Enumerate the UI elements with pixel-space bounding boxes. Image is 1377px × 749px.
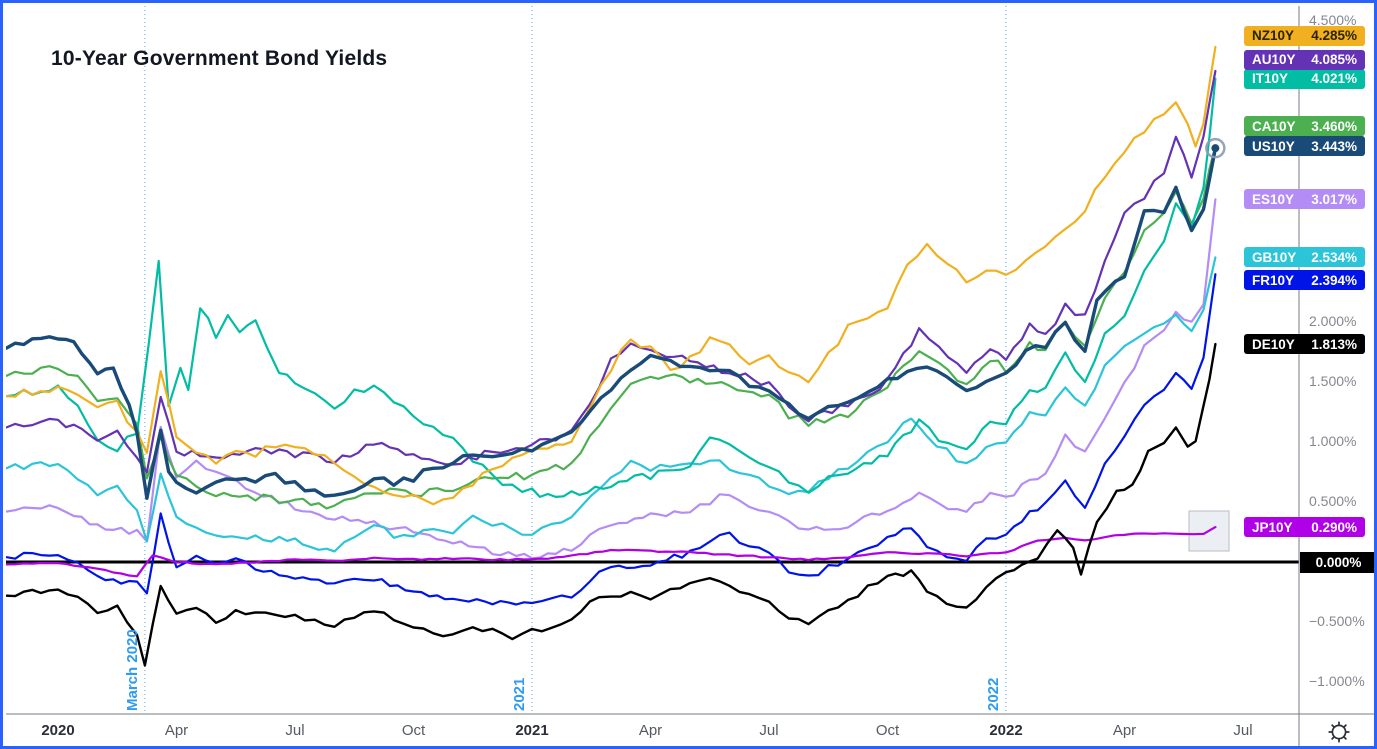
- time-axis-month-label: Jul: [759, 722, 779, 739]
- gear-icon: [1328, 720, 1350, 743]
- price-axis-label: 1.000%: [1309, 432, 1357, 449]
- series-ticker: IT10Y: [1252, 71, 1289, 87]
- time-axis-year-label: 2020: [41, 722, 75, 739]
- series-ticker: US10Y: [1252, 138, 1295, 154]
- series-ticker: AU10Y: [1252, 52, 1296, 68]
- price-axis-label: 0.500%: [1309, 492, 1357, 509]
- price-axis-label: −1.000%: [1309, 673, 1365, 690]
- selected-series-endpoint-dot: [1211, 144, 1220, 153]
- time-axis-year-label: 2021: [515, 722, 549, 739]
- chart-canvas[interactable]: [3, 3, 1377, 749]
- series-line-jp10y[interactable]: [6, 526, 1217, 578]
- series-last-value: 3.460%: [1311, 118, 1357, 134]
- series-last-value: 3.017%: [1311, 191, 1357, 207]
- series-last-value: 0.290%: [1311, 519, 1357, 535]
- time-axis-month-label: Oct: [401, 722, 426, 739]
- price-label-nz10y[interactable]: NZ10Y 4.285%: [1244, 25, 1365, 46]
- time-axis-month-label: Apr: [164, 722, 189, 739]
- price-label-it10y[interactable]: IT10Y 4.021%: [1244, 68, 1365, 89]
- series-last-value: 2.394%: [1311, 272, 1357, 288]
- event-vline-label[interactable]: 2022: [985, 677, 1002, 711]
- time-axis-year-label: 2022: [989, 722, 1023, 739]
- price-label-gb10y[interactable]: GB10Y 2.534%: [1244, 247, 1365, 268]
- axis-settings-button[interactable]: [1303, 716, 1374, 746]
- zero-line-price-label: 0.000%: [1300, 551, 1374, 573]
- price-axis-label: 1.500%: [1309, 372, 1357, 389]
- series-line-us10y[interactable]: [6, 146, 1218, 500]
- series-ticker: DE10Y: [1252, 336, 1295, 352]
- price-label-jp10y[interactable]: JP10Y 0.290%: [1244, 517, 1365, 538]
- series-last-value: 2.534%: [1311, 249, 1357, 265]
- series-last-value: 4.285%: [1311, 28, 1357, 44]
- time-axis-month-label: Oct: [875, 722, 900, 739]
- series-last-value: 1.813%: [1311, 336, 1357, 352]
- price-label-es10y[interactable]: ES10Y 3.017%: [1244, 189, 1365, 210]
- event-vline-label[interactable]: March 2020: [123, 629, 141, 711]
- price-label-au10y[interactable]: AU10Y 4.085%: [1244, 49, 1365, 70]
- series-ticker: FR10Y: [1252, 272, 1295, 288]
- series-last-value: 3.443%: [1311, 138, 1357, 154]
- series-ticker: CA10Y: [1252, 118, 1296, 134]
- chart-title: 10-Year Government Bond Yields: [51, 47, 388, 70]
- time-axis-month-label: Apr: [1112, 722, 1137, 739]
- price-label-fr10y[interactable]: FR10Y 2.394%: [1244, 270, 1365, 291]
- series-line-de10y[interactable]: [6, 342, 1217, 667]
- time-axis-month-label: Jul: [285, 722, 305, 739]
- series-ticker: NZ10Y: [1252, 28, 1295, 44]
- price-axis-label: −0.500%: [1309, 613, 1365, 630]
- series-line-ca10y[interactable]: [6, 145, 1217, 510]
- price-axis-label: 4.500%: [1309, 12, 1357, 29]
- series-line-nz10y[interactable]: [6, 45, 1217, 506]
- series-last-value: 4.085%: [1311, 52, 1357, 68]
- event-vline-label[interactable]: 2021: [511, 677, 528, 711]
- series-line-au10y[interactable]: [6, 69, 1217, 474]
- series-line-gb10y[interactable]: [6, 256, 1217, 553]
- series-ticker: JP10Y: [1252, 519, 1293, 535]
- price-label-us10y[interactable]: US10Y 3.443%: [1244, 136, 1365, 157]
- price-label-ca10y[interactable]: CA10Y 3.460%: [1244, 116, 1365, 137]
- series-ticker: GB10Y: [1252, 249, 1297, 265]
- series-ticker: ES10Y: [1252, 191, 1295, 207]
- price-axis-label: 2.000%: [1309, 312, 1357, 329]
- time-axis-month-label: Jul: [1233, 722, 1253, 739]
- time-axis-month-label: Apr: [638, 722, 663, 739]
- series-line-it10y[interactable]: [6, 77, 1217, 498]
- series-line-es10y[interactable]: [6, 198, 1217, 560]
- series-line-fr10y[interactable]: [6, 273, 1217, 606]
- price-label-de10y[interactable]: DE10Y 1.813%: [1244, 334, 1365, 355]
- series-last-value: 4.021%: [1311, 71, 1357, 87]
- selected-series-endpoint-marker: [1205, 137, 1226, 159]
